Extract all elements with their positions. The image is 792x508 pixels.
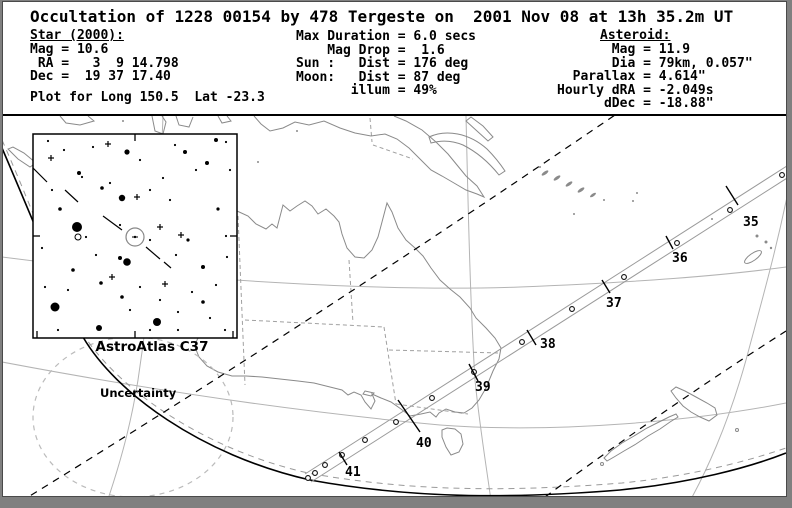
svg-text:37: 37 bbox=[606, 296, 622, 311]
chatham-island bbox=[735, 428, 739, 432]
new-guinea-coast bbox=[253, 116, 486, 199]
indonesia-islands bbox=[59, 116, 232, 135]
star-section-heading: Star (2000): bbox=[30, 28, 124, 43]
finder-chart-stars bbox=[32, 138, 232, 332]
svg-text:36: 36 bbox=[672, 251, 688, 266]
finder-chart-inset bbox=[32, 133, 238, 339]
new-caledonia bbox=[744, 250, 762, 264]
limit-line-east bbox=[545, 330, 786, 496]
kangaroo-island bbox=[362, 390, 375, 397]
time-tick-marks: 35 36 37 38 39 40 41 bbox=[338, 185, 759, 480]
page-title: Occultation of 1228 00154 by 478 Tergest… bbox=[30, 7, 734, 26]
svg-text:41: 41 bbox=[345, 465, 361, 480]
asteroid-section-heading: Asteroid: bbox=[600, 28, 671, 43]
occultation-map: 35 36 37 38 39 40 41 AstroAtlas C37 Uncertaint… bbox=[3, 116, 786, 496]
new-britain-coast bbox=[428, 132, 506, 176]
small-islands bbox=[122, 120, 773, 250]
svg-text:35: 35 bbox=[743, 215, 759, 230]
stewart-island bbox=[600, 462, 604, 466]
header-separator-line bbox=[3, 114, 786, 116]
australia-coast bbox=[194, 200, 502, 418]
svg-text:40: 40 bbox=[416, 436, 432, 451]
graticule bbox=[3, 116, 786, 496]
plot-location-line: Plot for Long 150.5 Lat -23.3 bbox=[30, 90, 265, 105]
nz-south-island bbox=[603, 413, 679, 462]
svg-text:38: 38 bbox=[540, 337, 556, 352]
occultation-path-edges bbox=[304, 165, 786, 483]
star-section-lines: Mag = 10.6 RA = 3 9 14.798 Dec = 19 37 1… bbox=[30, 42, 179, 84]
uncertainty-label: Uncertainty bbox=[100, 386, 177, 400]
asteroid-section-lines: Mag = 11.9 Dia = 79km, 0.057" Parallax =… bbox=[557, 42, 753, 111]
event-section-lines: Max Duration = 6.0 secs Mag Drop = 1.6 S… bbox=[296, 29, 477, 98]
new-ireland-coast bbox=[465, 116, 494, 142]
finder-chart-label: AstroAtlas C37 bbox=[96, 339, 209, 355]
svg-text:39: 39 bbox=[475, 380, 491, 395]
limit-line-west bbox=[28, 116, 615, 496]
tasmania-coast bbox=[441, 427, 464, 456]
nz-north-island bbox=[670, 386, 718, 422]
inset-edge-ticks bbox=[33, 134, 237, 338]
plot-page: Occultation of 1228 00154 by 478 Tergest… bbox=[2, 1, 787, 497]
political-borders bbox=[237, 117, 501, 415]
